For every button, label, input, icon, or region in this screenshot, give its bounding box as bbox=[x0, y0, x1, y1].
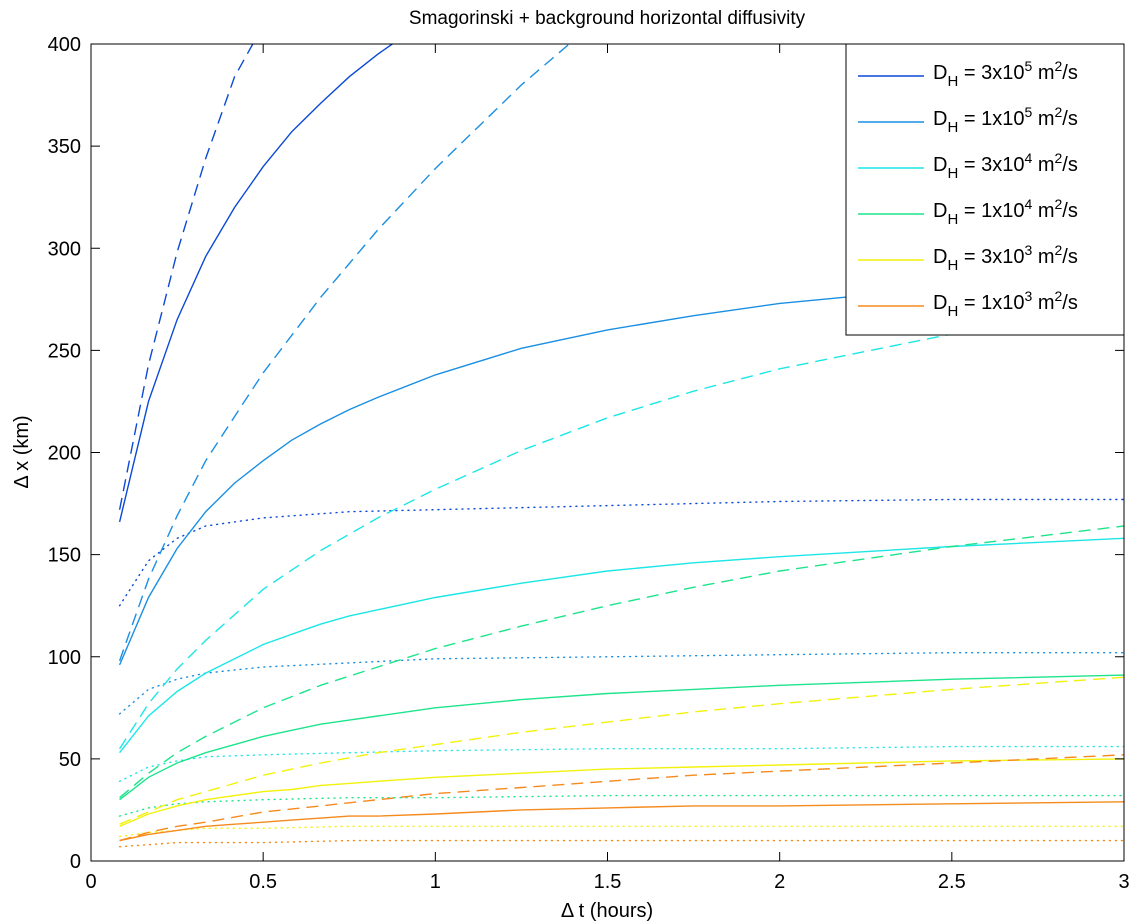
y-tick-label: 50 bbox=[59, 749, 81, 771]
y-tick-label: 100 bbox=[48, 647, 81, 669]
x-tick-label: 0.5 bbox=[249, 871, 277, 893]
legend-entry-label: DH = 1x103 m2/s bbox=[933, 288, 1078, 320]
y-tick-label: 0 bbox=[70, 851, 81, 873]
series-line-2-dashed bbox=[118, 44, 254, 510]
legend-entry-label: DH = 1x104 m2/s bbox=[933, 196, 1078, 228]
series-line-6-dotted bbox=[118, 652, 1124, 715]
plot-lines bbox=[118, 44, 1124, 848]
x-tick-label: 3 bbox=[1118, 871, 1129, 893]
series-line-4-solid bbox=[118, 272, 1124, 666]
series-line-11-dashed bbox=[119, 525, 1124, 799]
x-tick-label: 2 bbox=[774, 871, 785, 893]
series-line-3-dotted bbox=[118, 498, 1124, 607]
series-line-8-dashed bbox=[119, 306, 1124, 750]
series-line-17-dashed bbox=[119, 754, 1124, 842]
y-tick-label: 350 bbox=[48, 136, 81, 158]
legend-box bbox=[845, 43, 1125, 336]
y-tick-label: 150 bbox=[48, 545, 81, 567]
series-line-5-dashed bbox=[118, 44, 571, 662]
series-line-7-solid bbox=[119, 537, 1124, 754]
legend-entry-label: DH = 1x105 m2/s bbox=[933, 104, 1078, 136]
series-line-1-solid bbox=[118, 44, 393, 523]
y-tick-label: 250 bbox=[48, 340, 81, 362]
axis-ticks: 0 0.5 1 1.5 2 2.5 3 0 50 100 150 200 250 300 350 400 bbox=[48, 34, 1130, 893]
x-tick-label: 1.5 bbox=[594, 871, 622, 893]
x-tick-label: 0 bbox=[85, 871, 96, 893]
legend-entry-label: DH = 3x103 m2/s bbox=[933, 242, 1078, 274]
y-tick-label: 200 bbox=[48, 443, 81, 465]
series-line-13-solid bbox=[119, 758, 1124, 827]
series-line-15-dotted bbox=[118, 825, 1124, 838]
legend: DH = 3x105 m2/s DH = 1x105 m2/s DH = 3x104… bbox=[845, 43, 1125, 336]
series-line-9-dotted bbox=[118, 745, 1124, 782]
x-axis-label: Δ t (hours) bbox=[561, 900, 653, 922]
chart-title: Smagorinski + background horizontal diff… bbox=[409, 8, 806, 29]
y-tick-label: 400 bbox=[48, 34, 81, 56]
x-tick-label: 2.5 bbox=[938, 871, 966, 893]
series-line-14-dashed bbox=[119, 676, 1124, 825]
y-axis-label: Δ x (km) bbox=[11, 415, 33, 488]
x-tick-label: 1 bbox=[430, 871, 441, 893]
series-line-12-dotted bbox=[118, 794, 1124, 817]
series-line-10-solid bbox=[119, 674, 1124, 801]
legend-entry-label: DH = 3x105 m2/s bbox=[933, 58, 1078, 90]
series-line-16-solid bbox=[119, 801, 1124, 842]
y-tick-label: 300 bbox=[48, 238, 81, 260]
legend-entry-label: DH = 3x104 m2/s bbox=[933, 150, 1078, 182]
series-line-18-dotted bbox=[118, 839, 1124, 848]
